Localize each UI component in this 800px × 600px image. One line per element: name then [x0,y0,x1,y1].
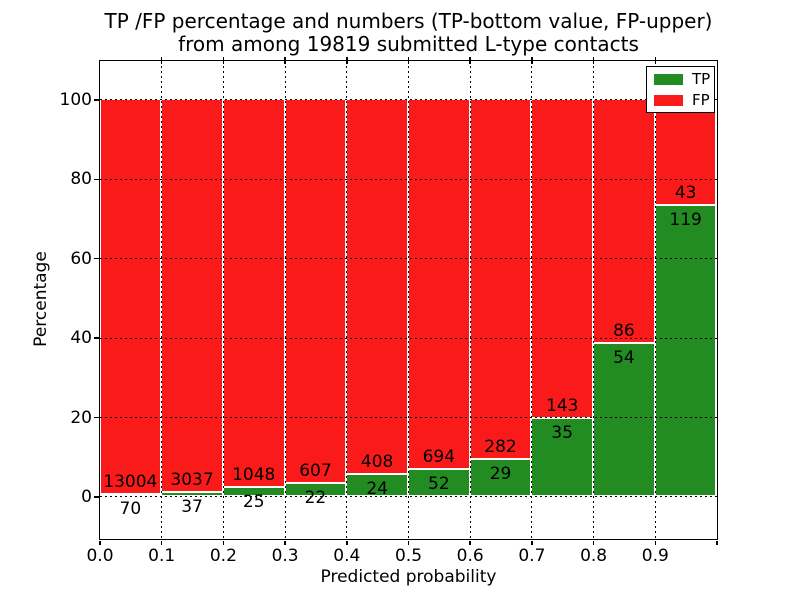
tp-count-label: 37 [181,496,203,517]
tp-count-label: 119 [669,209,702,230]
x-gridline [408,60,409,539]
bar-segment-tp [531,418,594,497]
x-gridline [284,60,286,539]
bar-segment-tp [593,343,655,497]
fp-swatch-icon [654,94,683,106]
x-gridline [593,60,595,539]
bar-segment-tp [654,204,717,497]
x-tick-mark [716,540,718,545]
x-tick-label: 0.0 [86,546,114,566]
x-tick-label: 0.6 [456,546,484,566]
bar-segment-fp [99,99,162,495]
y-tick-label: 20 [70,407,92,428]
bar-segment-fp [222,99,285,488]
tp-count-label: 22 [304,487,327,508]
chart-title-line1: TP /FP percentage and numbers (TP-bottom… [104,9,713,33]
plot-area: 13004 70 3037 37 1048 25 607 22 408 24 694 52 282 29 1… [98,59,718,540]
tp-count-label: 54 [613,348,635,369]
x-tick-label: 0.7 [518,546,546,566]
x-gridline [654,60,656,539]
legend: TP FP [646,66,715,113]
fp-count-label: 13004 [103,472,158,493]
x-tick-label: 0.2 [209,546,237,566]
fp-count-label: 282 [484,437,517,458]
x-tick-mark [469,540,471,545]
tp-count-label: 29 [489,464,512,485]
x-tick-mark [222,540,225,545]
y-tick-mark [93,99,99,101]
legend-label-tp: TP [692,69,711,88]
legend-entry-fp: FP [654,90,710,109]
x-tick-mark [654,540,657,545]
chart-title-line2: from among 19819 submitted L-type contac… [178,32,639,56]
y-tick-mark [93,257,99,260]
y-tick-label: 0 [81,486,92,507]
x-tick-label: 0.8 [580,546,608,566]
x-tick-mark [531,540,533,545]
legend-entry-tp: TP [654,69,711,88]
bar-segment-tp [99,494,162,497]
bar-segment-fp [408,99,470,469]
fp-count-label: 3037 [170,469,214,490]
bar-segment-tp [469,459,532,497]
bar-segment-fp [346,99,408,475]
x-tick-mark [346,540,348,545]
bar-segment-fp [593,99,655,344]
fp-count-label: 408 [360,452,394,473]
y-tick-label: 60 [70,248,92,269]
bar-segment-fp [161,99,223,492]
legend-label-fp: FP [692,90,710,109]
fp-count-label: 43 [674,182,697,203]
y-tick-mark [93,337,99,339]
chart-title: TP /FP percentage and numbers (TP-bottom… [100,10,717,56]
x-tick-label: 0.3 [271,546,299,566]
y-axis-label: Percentage [31,251,51,347]
bar-segment-fp [654,99,717,205]
fp-count-label: 86 [613,321,635,342]
x-tick-mark [160,540,163,545]
y-tick-mark [93,416,99,419]
x-axis-label: Predicted probability [320,567,497,587]
x-tick-label: 0.5 [394,546,423,566]
fp-count-label: 694 [422,446,456,467]
x-gridline [161,60,163,539]
fp-count-label: 607 [299,460,332,481]
tp-count-label: 24 [366,479,388,500]
tp-swatch-icon [654,73,683,85]
x-gridline [346,60,348,539]
tp-count-label: 52 [428,473,450,494]
y-tick-label: 80 [70,169,92,190]
x-gridline [531,60,533,539]
x-tick-mark [284,540,286,545]
x-tick-mark [592,540,595,545]
x-tick-label: 0.9 [641,546,669,566]
y-tick-mark [93,178,99,181]
bar-segment-tp [408,468,470,497]
x-tick-label: 0.1 [148,546,176,566]
bar-segment-fp [284,99,347,483]
y-tick-label: 100 [59,89,92,110]
tp-count-label: 70 [119,499,142,520]
x-tick-mark [407,540,410,545]
bar-segment-fp [469,99,532,460]
x-gridline [222,60,224,539]
tp-count-label: 35 [551,423,574,444]
tp-count-label: 25 [242,492,265,513]
fp-count-label: 1048 [232,465,276,486]
y-tick-label: 40 [70,328,92,349]
x-tick-label: 0.4 [333,546,361,566]
x-tick-mark [99,540,101,545]
y-tick-mark [93,496,99,498]
x-gridline [469,60,471,539]
fp-count-label: 143 [546,396,579,417]
